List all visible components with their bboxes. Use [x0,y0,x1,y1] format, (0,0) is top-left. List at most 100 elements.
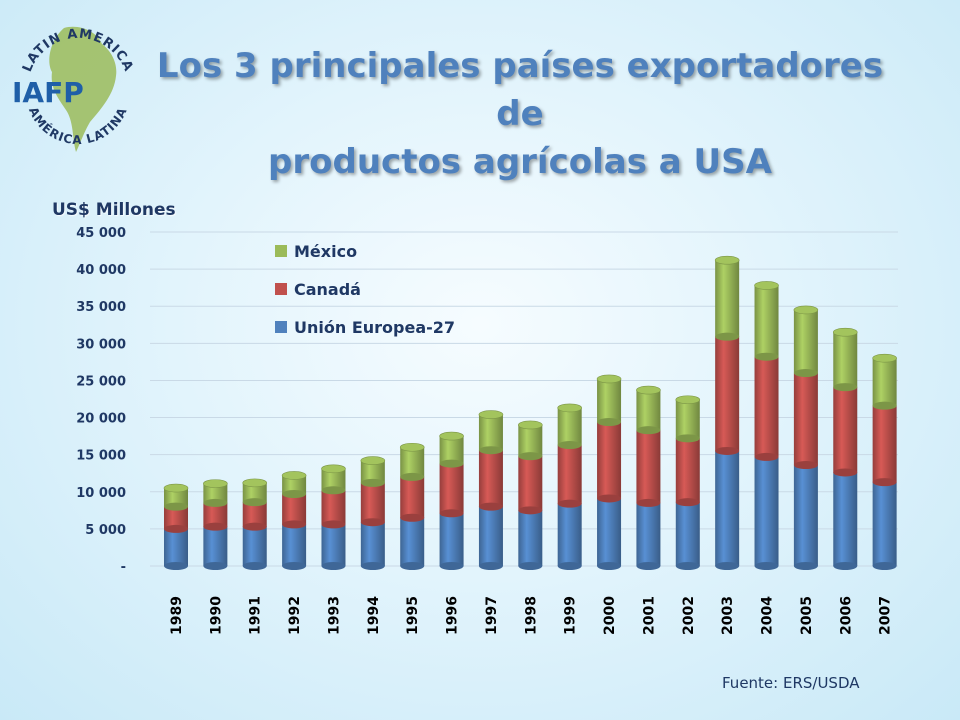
bar-segment-base [242,562,267,570]
source-note: Fuente: ERS/USDA [722,674,860,692]
bar-segment [557,503,582,566]
bar-top-cap [203,479,228,488]
legend-swatch [275,283,287,295]
x-tick-label: 2004 [760,596,776,635]
bar-segment-base [597,418,622,427]
bar-segment [321,468,346,491]
bar-segment-base [636,426,661,435]
y-tick-label: 45 000 [76,226,126,241]
bar-segment [242,502,267,527]
bar-segment-base [793,461,818,470]
x-tick-label: 2001 [641,596,657,635]
bar-top-cap [439,431,464,441]
title-line-2: productos agrícolas a USA [268,142,772,182]
bar-top-cap [360,456,386,465]
bar-segment-base [872,562,897,570]
bar-segment [715,260,740,337]
bar-segment [439,513,464,566]
bar-segment [282,524,307,566]
bar-segment [321,524,346,566]
x-tick-label: 1999 [563,596,579,635]
bar-segment [833,332,858,388]
bar-segment-base [321,562,346,570]
bar-segment-base [833,468,858,477]
y-tick-label: 35 000 [76,300,126,315]
x-tick-label: 1997 [484,596,500,635]
y-tick-label: 30 000 [76,337,126,352]
y-tick-label: 15 000 [76,449,126,464]
x-tick-label: 1990 [208,596,224,635]
bar-segment [203,483,228,503]
x-tick-label: 1995 [405,596,421,635]
x-tick-label: 2002 [681,596,697,635]
bar-segment-base [715,332,740,341]
bar-segment [400,447,425,477]
bar-segment [242,482,267,503]
bar-segment-base [321,486,346,495]
bar-segment-base [754,562,779,570]
bar-segment [203,526,228,566]
bar-segment [282,475,307,495]
bar-top-cap [242,478,268,488]
bar-segment-base [400,472,425,481]
bar-segment [164,506,188,529]
bar-segment [557,407,582,446]
bar-top-cap [557,403,582,413]
bar-segment-base [636,498,661,507]
continent-shape-icon [49,26,117,152]
y-tick-label: 40 000 [76,263,126,278]
bar-top-cap [321,464,346,474]
bar-top-cap [675,395,701,405]
bar-segment [636,390,661,431]
legend-swatch [275,321,287,333]
bar-segment-base [675,434,700,443]
bar-segment [478,506,503,566]
bar-segment [518,456,543,511]
bar-segment-base [636,562,661,570]
x-tick-label: 2000 [602,596,618,635]
bar-segment [833,472,858,566]
bar-segment-base [557,499,582,508]
bar-segment [439,463,464,514]
y-tick-label: 25 000 [76,374,126,389]
bar-segment [675,502,700,566]
bar-segment-base [203,562,228,570]
bar-segment-base [872,401,897,410]
bar-segment-base [282,490,307,499]
title-line-1: Los 3 principales países exportadores de [156,46,884,134]
bar-segment-base [282,562,307,570]
bar-segment [793,373,818,466]
bar-top-cap [872,353,897,363]
x-tick-label: 1992 [287,596,303,635]
bar-segment-base [793,369,818,378]
logo-acronym: IAFP [12,76,84,109]
bar-segment [872,405,897,483]
bar-segment-base [557,562,582,570]
bar-top-cap [754,281,779,290]
bar-segment [872,358,897,406]
bar-top-cap [163,483,189,493]
bar-segment-base [439,509,464,518]
bar-segment-base [164,562,188,570]
x-tick-label: 2006 [838,596,854,635]
bar-segment-base [715,446,740,455]
bar-segment-base [242,498,267,507]
legend-label: México [294,242,357,261]
x-tick-label: 1993 [326,596,342,635]
bar-segment [597,498,622,566]
bar-segment [321,490,346,525]
bar-segment [833,387,858,473]
y-tick-label: 20 000 [76,412,126,427]
bar-segment [478,414,503,451]
bar-segment [439,436,464,464]
bar-segment-base [400,513,425,522]
bar-segment [597,422,622,499]
bar-segment-base [833,383,858,392]
bar-segment [754,356,779,457]
legend-label: Canadá [294,280,361,299]
bar-segment [360,460,385,483]
bar-segment [557,445,582,504]
bar-segment [203,502,228,527]
bar-segment [793,465,818,566]
